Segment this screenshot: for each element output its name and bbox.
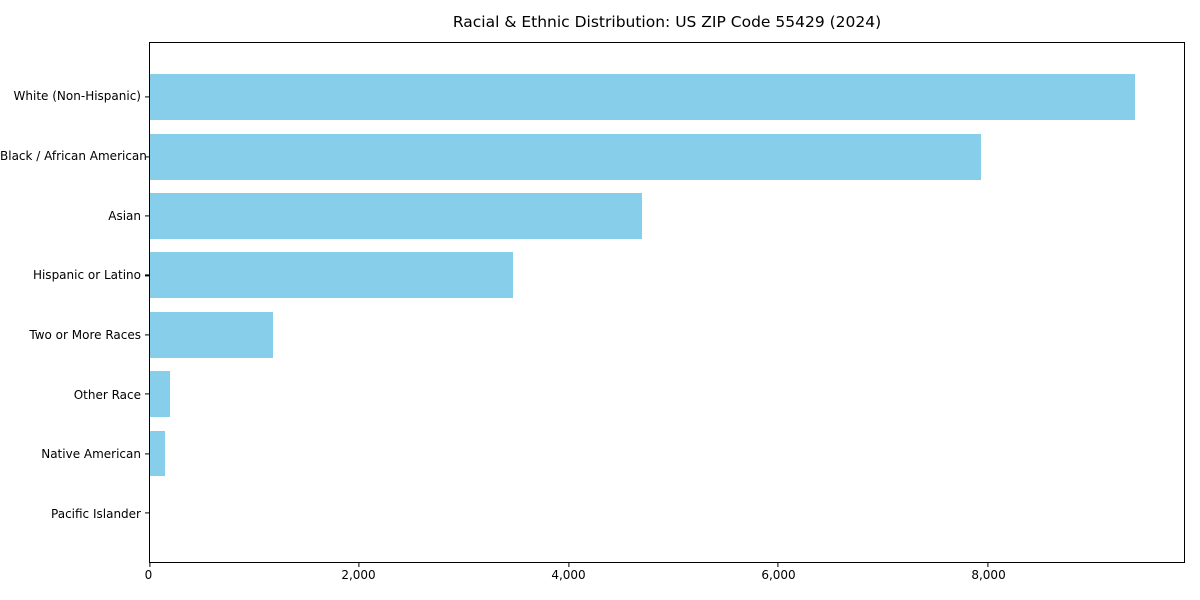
y-tick-label-native-american: Native American (41, 447, 141, 462)
x-tick-4-000 (568, 562, 570, 567)
y-tick-label-pacific-islander: Pacific Islander (51, 506, 141, 521)
x-tick-label-4-000: 4,000 (551, 568, 586, 582)
x-tick-label-0: 0 (144, 568, 153, 582)
y-tick-pacific-islander (145, 512, 150, 514)
y-tick-two-or-more-races (145, 334, 150, 336)
bar-hispanic-or-latino (149, 252, 514, 299)
y-tick-label-other-race: Other Race (73, 387, 141, 402)
y-tick-label-black-african-american: Black / African American (0, 149, 147, 164)
x-tick-2-000 (358, 562, 360, 567)
bar-asian (149, 193, 643, 239)
y-tick-black-african-american (145, 156, 150, 158)
y-tick-native-american (145, 452, 150, 455)
x-tick-label-6-000: 6,000 (761, 568, 796, 582)
x-tick-label-8-000: 8,000 (971, 568, 1006, 582)
bar-white-non-hispanic (149, 74, 1135, 121)
bar-black-african-american (149, 133, 981, 180)
chart-title: Racial & Ethnic Distribution: US ZIP Cod… (452, 13, 882, 31)
x-tick-8-000 (987, 562, 989, 567)
y-tick-label-white-non-hispanic: White (Non-Hispanic) (13, 89, 141, 104)
y-tick-hispanic-or-latino (145, 274, 150, 276)
y-tick-white-non-hispanic (145, 96, 150, 98)
x-axis-labels: 0 2,000 4,000 6,000 8,000 (145, 568, 1186, 588)
y-tick-label-asian: Asian (108, 208, 141, 223)
x-tick-6-000 (777, 562, 779, 567)
y-tick-label-two-or-more-races: Two or More Races (29, 327, 141, 342)
bar-other-race (149, 371, 171, 418)
bar-native-american (149, 430, 165, 477)
y-tick-label-hispanic-or-latino: Hispanic or Latino (32, 268, 141, 283)
plot-area (145, 42, 1185, 567)
x-tick-label-2-000: 2,000 (341, 568, 376, 582)
y-axis-labels: White (Non-Hispanic) Black / African Amer… (0, 42, 147, 563)
bar-two-or-more-races (149, 311, 274, 358)
y-tick-asian (145, 215, 150, 217)
y-tick-other-race (145, 393, 150, 395)
x-tick-0 (148, 562, 151, 567)
